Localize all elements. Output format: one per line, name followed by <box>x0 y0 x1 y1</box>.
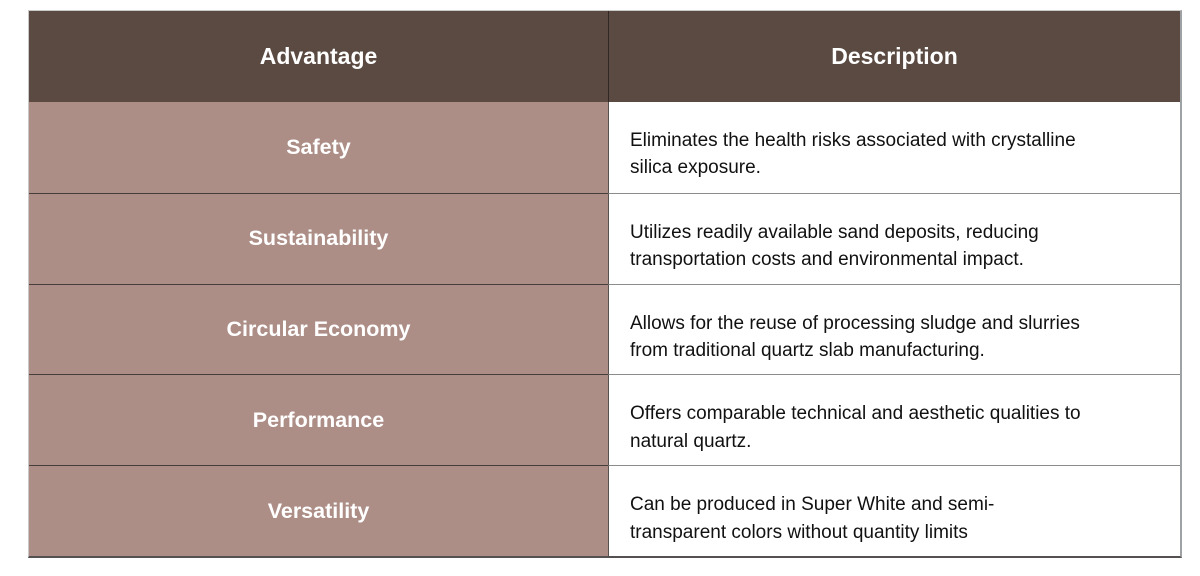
description-cell-circular-economy: Allows for the reuse of processing sludg… <box>608 283 1180 375</box>
advantages-table: Advantage Description Safety Eliminates … <box>28 10 1182 558</box>
description-cell-performance: Offers comparable technical and aestheti… <box>608 374 1180 466</box>
table-row: Performance Offers comparable technical … <box>29 374 1180 466</box>
description-cell-versatility: Can be produced in Super White and semi-… <box>608 465 1180 556</box>
advantage-cell-safety: Safety <box>29 101 608 193</box>
header-advantage: Advantage <box>29 11 608 102</box>
table-row: Sustainability Utilizes readily availabl… <box>29 192 1180 284</box>
table-row: Versatility Can be produced in Super Whi… <box>29 465 1180 556</box>
advantage-cell-versatility: Versatility <box>29 465 608 556</box>
advantage-cell-performance: Performance <box>29 374 608 466</box>
table-row: Circular Economy Allows for the reuse of… <box>29 283 1180 375</box>
table-row: Safety Eliminates the health risks assoc… <box>29 101 1180 193</box>
table-header-row: Advantage Description <box>29 11 1180 102</box>
description-cell-safety: Eliminates the health risks associated w… <box>608 101 1180 193</box>
description-cell-sustainability: Utilizes readily available sand deposits… <box>608 192 1180 284</box>
advantage-cell-circular-economy: Circular Economy <box>29 283 608 375</box>
header-description: Description <box>608 11 1180 102</box>
advantage-cell-sustainability: Sustainability <box>29 192 608 284</box>
